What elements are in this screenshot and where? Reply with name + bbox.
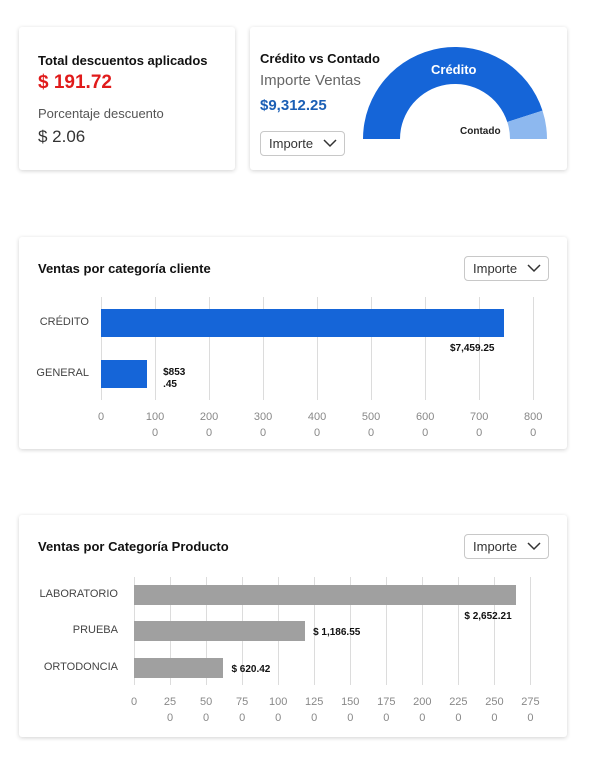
category-label: GENERAL — [36, 367, 89, 379]
x-tick-label: 400 0 — [307, 411, 327, 439]
grid-line — [350, 577, 352, 685]
bar[interactable] — [134, 658, 224, 678]
bar[interactable] — [101, 360, 148, 388]
grid-line — [386, 577, 388, 685]
product-category-card: Ventas por Categoría Producto Importe 0 2… — [19, 515, 567, 737]
sales-amount-label: Importe Ventas — [260, 72, 361, 89]
value-label: $ 2,652.21 — [464, 611, 512, 622]
x-tick-label: 275 0 — [521, 696, 540, 724]
gauge-credit-label: Crédito — [431, 62, 477, 77]
discounts-total-value: $ 191.72 — [38, 72, 112, 93]
x-tick-label: 225 0 — [449, 696, 468, 724]
value-label: $ 620.42 — [231, 664, 271, 675]
value-label: $ 1,186.55 — [313, 627, 361, 638]
grid-line — [533, 297, 535, 400]
credit-vs-cash-card: Crédito vs Contado Importe Ventas $9,312… — [250, 27, 567, 170]
grid-line — [314, 577, 316, 685]
x-tick-label: 175 0 — [377, 696, 396, 724]
category-label: ORTODONCIA — [43, 661, 118, 673]
x-tick-label: 150 0 — [341, 696, 360, 724]
customer-category-chart: 0 100 0 200 0 300 0 400 0 500 0 600 0 700 0 800 … — [19, 237, 567, 449]
grid-line — [371, 297, 373, 400]
discount-percent-value: $ 2.06 — [38, 127, 86, 146]
x-tick-label: 75 0 — [236, 696, 249, 724]
chevron-down-icon — [527, 263, 541, 272]
grid-line — [317, 297, 319, 400]
x-tick-label: 0 — [130, 696, 138, 708]
bar[interactable] — [134, 585, 517, 605]
x-tick-label: 500 0 — [361, 411, 381, 439]
customer-amount-select[interactable]: Importe — [464, 256, 549, 281]
x-tick-label: 200 0 — [413, 696, 432, 724]
bar[interactable] — [134, 621, 306, 641]
discount-percent-label: Porcentaje descuento — [38, 106, 164, 121]
customer-category-title: Ventas por categoría cliente — [38, 261, 211, 276]
chevron-down-icon — [527, 541, 541, 550]
select-value: Importe — [473, 261, 518, 276]
discounts-title: Total descuentos aplicados — [38, 53, 208, 68]
grid-line — [155, 297, 157, 400]
grid-line — [479, 297, 481, 400]
gauge-credit-segment — [363, 47, 543, 139]
gauge-cash-label: Contado — [460, 126, 501, 137]
select-value: Importe — [473, 539, 518, 554]
grid-line — [425, 297, 427, 400]
grid-line — [458, 577, 460, 685]
category-label: PRUEBA — [72, 624, 118, 636]
grid-line — [101, 297, 102, 400]
x-tick-label: 800 0 — [524, 411, 543, 439]
discounts-card: Total descuentos aplicados $ 191.72 Porc… — [19, 27, 235, 170]
bar[interactable] — [101, 309, 504, 337]
x-tick-label: 600 0 — [415, 411, 435, 439]
credit-vs-cash-title: Crédito vs Contado — [260, 51, 380, 66]
grid-line — [494, 577, 496, 685]
x-tick-label: 200 0 — [199, 411, 219, 439]
x-tick-label: 700 0 — [469, 411, 489, 439]
product-category-chart: 0 25 0 50 0 75 0 100 0 125 0 150 0 175 0 200 0 22… — [19, 515, 567, 737]
category-label: CRÉDITO — [39, 316, 89, 328]
credit-cash-gauge — [363, 47, 547, 139]
sales-amount-value: $9,312.25 — [260, 97, 327, 114]
x-tick-label: 100 0 — [145, 411, 165, 439]
x-tick-label: 100 0 — [268, 696, 288, 724]
x-tick-label: 300 0 — [253, 411, 273, 439]
grid-line — [422, 577, 424, 685]
gauge-cash-segment — [507, 110, 547, 139]
select-value: Importe — [269, 136, 314, 151]
product-amount-select[interactable]: Importe — [464, 534, 549, 559]
x-tick-label: 50 0 — [199, 696, 213, 724]
x-tick-label: 125 0 — [305, 696, 324, 724]
value-label: $853 .45 — [163, 367, 186, 390]
chevron-down-icon — [323, 138, 337, 147]
value-label: $7,459.25 — [449, 343, 495, 354]
customer-category-card: Ventas por categoría cliente Importe 0 10… — [19, 237, 567, 449]
x-tick-label: 0 — [97, 411, 105, 423]
product-category-title: Ventas por Categoría Producto — [38, 539, 229, 554]
x-tick-label: 250 0 — [485, 696, 504, 724]
credit-amount-select[interactable]: Importe — [260, 131, 345, 156]
grid-line — [209, 297, 211, 400]
grid-line — [263, 297, 265, 400]
category-label: LABORATORIO — [39, 588, 118, 600]
grid-line — [530, 577, 532, 685]
x-tick-label: 25 0 — [163, 696, 177, 724]
